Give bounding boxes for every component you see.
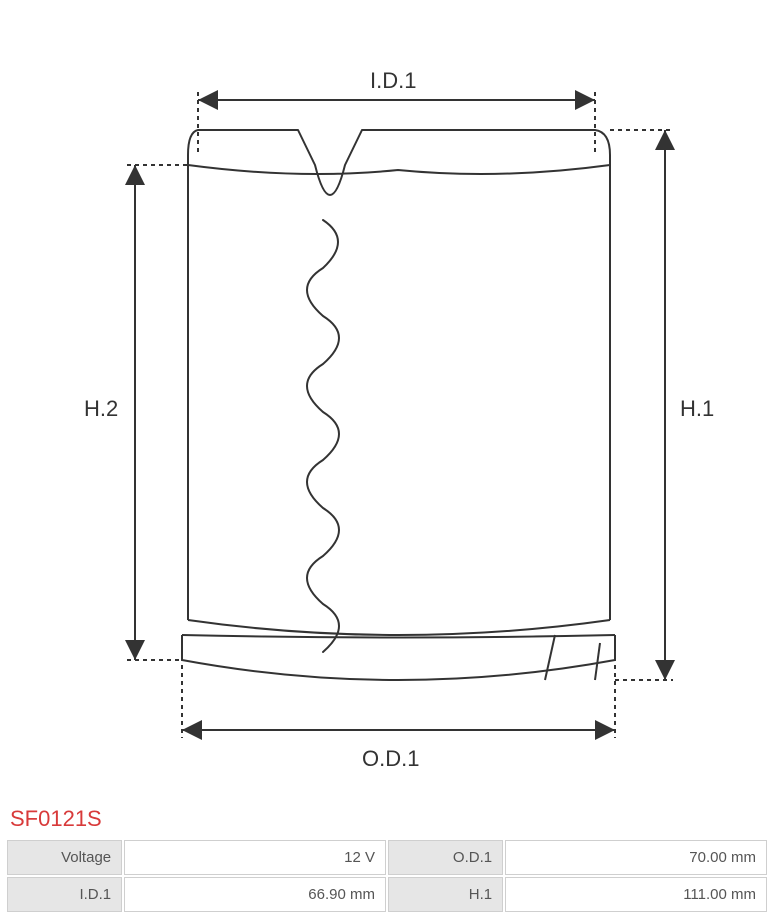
spec-value: 12 V bbox=[124, 840, 386, 875]
label-h2: H.2 bbox=[84, 396, 118, 422]
spec-table: Voltage 12 V O.D.1 70.00 mm I.D.1 66.90 … bbox=[5, 838, 769, 914]
spec-key: Voltage bbox=[7, 840, 122, 875]
label-id1: I.D.1 bbox=[370, 68, 416, 94]
label-h1: H.1 bbox=[680, 396, 714, 422]
label-od1: O.D.1 bbox=[362, 746, 419, 772]
part-number: SF0121S bbox=[10, 806, 774, 832]
spec-key: O.D.1 bbox=[388, 840, 503, 875]
spec-value: 70.00 mm bbox=[505, 840, 767, 875]
technical-diagram: I.D.1 O.D.1 H.1 H.2 bbox=[0, 0, 774, 800]
table-row: Voltage 12 V O.D.1 70.00 mm bbox=[7, 840, 767, 875]
